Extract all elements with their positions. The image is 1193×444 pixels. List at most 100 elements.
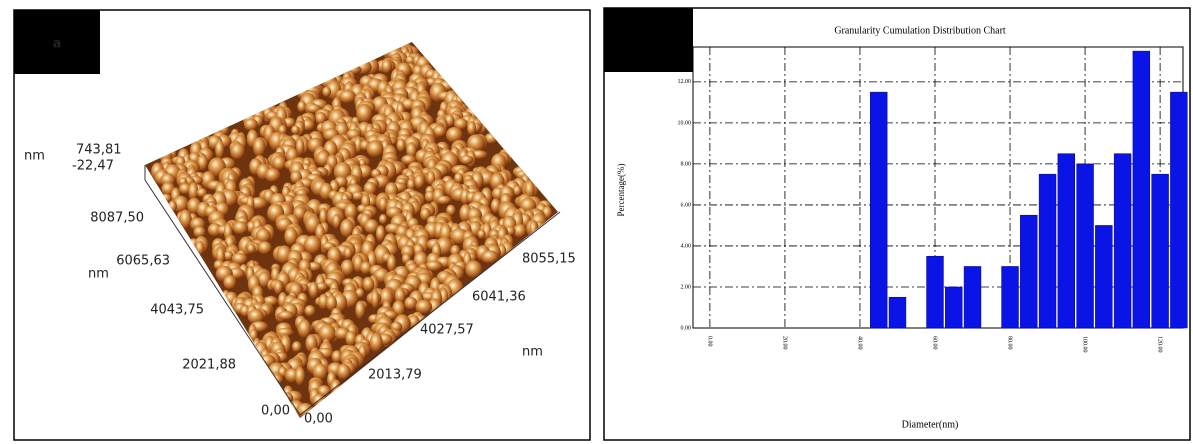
- panel-label: b: [637, 15, 659, 60]
- afm-grain: [371, 289, 380, 309]
- y-axis-label: Percentage(%): [616, 164, 626, 217]
- y-tick-label: 8087,50: [90, 211, 144, 226]
- bar: [888, 296, 907, 329]
- afm-grain: [343, 247, 353, 260]
- afm-grain: [231, 252, 248, 265]
- afm-grain: [394, 287, 406, 305]
- y-tick-label: 2021,88: [182, 358, 236, 373]
- panel-frame: [603, 7, 1191, 441]
- bar: [926, 255, 944, 329]
- y-tick-label: 2.00: [681, 284, 692, 290]
- panel-label-box: [14, 10, 100, 74]
- afm-grain: [355, 300, 366, 320]
- afm-grain: [253, 137, 266, 158]
- afm-grain: [340, 218, 354, 238]
- afm-grain: [407, 178, 416, 191]
- y-tick-label: 0,00: [261, 404, 290, 419]
- afm-grain: [246, 243, 256, 254]
- afm-grain: [356, 103, 373, 124]
- plot-frame: [692, 46, 1184, 329]
- bar: [963, 266, 982, 329]
- afm-texture: [151, 42, 552, 418]
- z-min: -22,47: [72, 159, 114, 174]
- x-unit: nm: [522, 345, 543, 360]
- afm-grain: [490, 198, 501, 214]
- y-unit: nm: [88, 267, 109, 282]
- afm-grain: [336, 363, 351, 380]
- afm-grain: [453, 118, 468, 130]
- afm-grain: [332, 213, 341, 229]
- bar: [1170, 91, 1188, 329]
- afm-grain: [375, 225, 386, 243]
- bar: [1113, 153, 1132, 329]
- bar: [1095, 225, 1113, 329]
- afm-grain: [318, 324, 336, 343]
- afm-grain: [381, 59, 393, 74]
- afm-grain: [460, 155, 474, 165]
- afm-grain: [291, 125, 300, 135]
- afm-grain: [303, 235, 322, 255]
- afm-grain: [295, 366, 305, 386]
- afm-axes: [144, 165, 561, 416]
- afm-grain: [230, 142, 245, 160]
- afm-grain: [379, 287, 394, 308]
- afm-grain: [378, 196, 388, 212]
- afm-grain: [257, 241, 272, 255]
- afm-grain: [387, 254, 397, 273]
- x-tick-label: 60.00: [932, 336, 938, 350]
- afm-grain: [232, 221, 248, 235]
- afm-grain: [291, 341, 302, 353]
- bar: [945, 286, 963, 329]
- afm-grain: [465, 260, 482, 279]
- afm-grain: [272, 155, 286, 171]
- afm-grain: [344, 203, 358, 221]
- bar: [1020, 214, 1038, 329]
- afm-grain: [467, 121, 477, 136]
- afm-grain: [379, 214, 388, 225]
- x-tick-label: 6041,36: [472, 290, 526, 305]
- afm-grain: [360, 261, 372, 275]
- afm-grain: [436, 195, 452, 205]
- afm-grain: [196, 188, 207, 198]
- x-tick-label: 2013,79: [368, 368, 422, 383]
- afm-grain: [477, 229, 486, 239]
- bar: [1151, 173, 1169, 329]
- afm-grain: [277, 310, 295, 321]
- afm-grain: [513, 223, 527, 238]
- afm-grain: [215, 139, 225, 160]
- afm-grain: [446, 204, 456, 216]
- afm-grain: [353, 136, 363, 154]
- afm-grain: [415, 299, 433, 314]
- afm-grain: [339, 90, 356, 104]
- y-tick-label: 6.00: [681, 202, 692, 208]
- afm-grain: [223, 250, 234, 261]
- y-tick-label: 12.00: [678, 79, 692, 85]
- bar: [1038, 173, 1057, 329]
- afm-grain: [264, 168, 281, 183]
- afm-panel: a nm 743,81 -22,47 8087,50 6065,63 nm 40…: [13, 9, 591, 441]
- afm-grain: [322, 86, 332, 98]
- y-tick-label: 4.00: [681, 243, 692, 249]
- afm-grain: [247, 308, 264, 325]
- x-tick-label: 120.00: [1157, 336, 1163, 353]
- x-tick-label: 0.00: [707, 336, 713, 347]
- bar: [870, 91, 888, 329]
- afm-grain: [306, 261, 322, 272]
- afm-grain: [404, 296, 418, 310]
- afm-grain: [249, 197, 268, 210]
- chart-title: Granularity Cumulation Distribution Char…: [834, 25, 1006, 36]
- y-tick-label: 0.00: [681, 325, 692, 331]
- y-tick-label: 6065,63: [116, 254, 170, 269]
- afm-grain: [244, 118, 258, 131]
- x-tick-label: 8055,15: [522, 252, 576, 267]
- afm-grain: [333, 162, 352, 182]
- afm-grain: [446, 126, 463, 143]
- panel-label-box: [604, 8, 693, 72]
- afm-grain: [319, 207, 328, 226]
- afm-grain: [331, 350, 343, 364]
- afm-grain: [188, 182, 199, 201]
- x-tick-label: 40.00: [857, 336, 863, 350]
- afm-grain: [432, 125, 447, 138]
- afm-grain: [414, 174, 425, 189]
